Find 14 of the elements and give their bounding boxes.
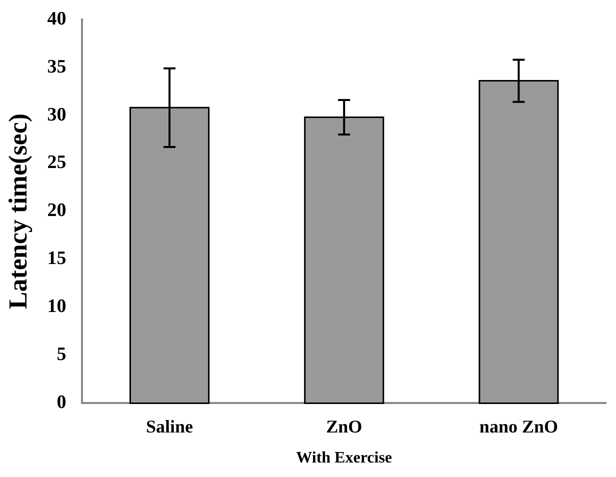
y-tick-label: 20 [47,200,66,222]
x-axis-title: With Exercise [296,450,392,467]
y-tick-label: 10 [47,296,66,318]
y-tick-label: 5 [56,344,66,366]
y-tick-label: 25 [47,152,66,174]
x-tick-label: ZnO [326,416,362,437]
y-tick-label: 15 [47,248,66,270]
y-axis-title: Latency time(sec) [3,113,32,310]
x-tick-label: Saline [146,416,194,437]
y-tick-label: 40 [47,8,66,30]
y-tick-label: 35 [47,56,66,78]
y-tick-label: 0 [56,392,66,414]
y-tick-label: 30 [47,104,66,126]
x-tick-label: nano ZnO [479,416,558,437]
